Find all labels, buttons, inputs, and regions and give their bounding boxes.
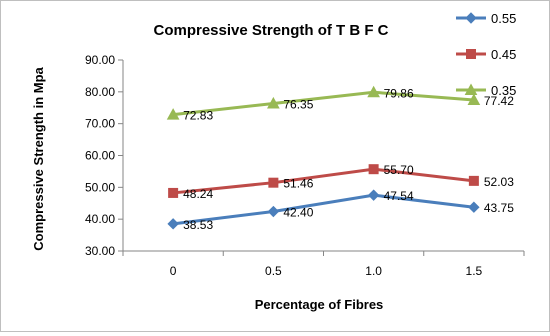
data-label: 51.46 (283, 177, 313, 191)
x-tick-label: 1.0 (365, 264, 382, 278)
series-0.35: 72.83 76.35 79.86 77.42 (166, 85, 514, 123)
legend-item: 0.55 (456, 11, 516, 26)
data-label: 76.35 (283, 97, 313, 111)
y-tick-label: 80.00 (85, 85, 115, 99)
legend-marker (465, 12, 477, 24)
legend-label: 0.55 (491, 11, 516, 26)
legend-marker (466, 49, 476, 59)
axes-group: 30.00 40.00 50.00 60.00 70.00 80.00 90.00 0 0.5 1… (85, 53, 525, 278)
data-point (468, 175, 479, 186)
legend-marker (464, 83, 478, 95)
data-point (267, 96, 280, 109)
y-tick-label: 40.00 (85, 212, 115, 226)
data-point (468, 201, 480, 213)
x-tick-label: 0 (170, 264, 177, 278)
data-point (166, 108, 180, 120)
x-axis-title: Percentage of Fibres (255, 297, 384, 312)
chart-title: Compressive Strength of T B F C (153, 22, 388, 39)
series-line (172, 193, 475, 226)
data-point (367, 85, 380, 98)
data-point (267, 205, 280, 218)
series-line (172, 90, 474, 117)
x-tick-label: 0.5 (265, 264, 282, 278)
y-tick-label: 70.00 (85, 117, 115, 131)
y-tick-label: 60.00 (85, 149, 115, 163)
data-label: 47.54 (384, 189, 414, 203)
legend: 0.55 0.45 0.35 (456, 11, 516, 98)
y-tick-label: 90.00 (85, 53, 115, 67)
line-chart: Compressive Strength of T B F C Percenta… (31, 11, 525, 312)
data-label: 55.70 (384, 163, 414, 177)
series-line (172, 167, 475, 195)
data-label: 72.83 (183, 109, 213, 123)
legend-item: 0.45 (456, 47, 516, 62)
x-tick-label: 1.5 (466, 264, 483, 278)
legend-label: 0.45 (491, 47, 516, 62)
data-point (268, 177, 279, 188)
data-point (168, 187, 179, 198)
y-tick-label: 50.00 (85, 180, 115, 194)
data-label: 43.75 (484, 201, 514, 215)
data-point (467, 93, 481, 106)
data-label: 79.86 (384, 86, 414, 100)
series-0.45: 48.24 51.46 55.70 52.03 (168, 163, 514, 201)
series-0.55: 38.53 42.40 47.54 43.75 (167, 189, 514, 232)
data-label: 77.42 (484, 94, 514, 108)
data-label: 38.53 (183, 218, 213, 232)
data-point (167, 218, 179, 230)
data-point (367, 189, 380, 201)
legend-item: 0.35 (456, 83, 516, 98)
y-tick-label: 30.00 (85, 244, 115, 258)
data-point (368, 164, 379, 175)
data-label: 48.24 (183, 187, 213, 201)
y-axis-title: Compressive Strength in Mpa (31, 66, 46, 250)
legend-label: 0.35 (491, 83, 516, 98)
data-label: 42.40 (283, 206, 313, 220)
data-label: 52.03 (484, 175, 514, 189)
series-group: 38.53 42.40 47.54 43.75 48.24 51.46 55.70 52.03… (166, 85, 514, 232)
